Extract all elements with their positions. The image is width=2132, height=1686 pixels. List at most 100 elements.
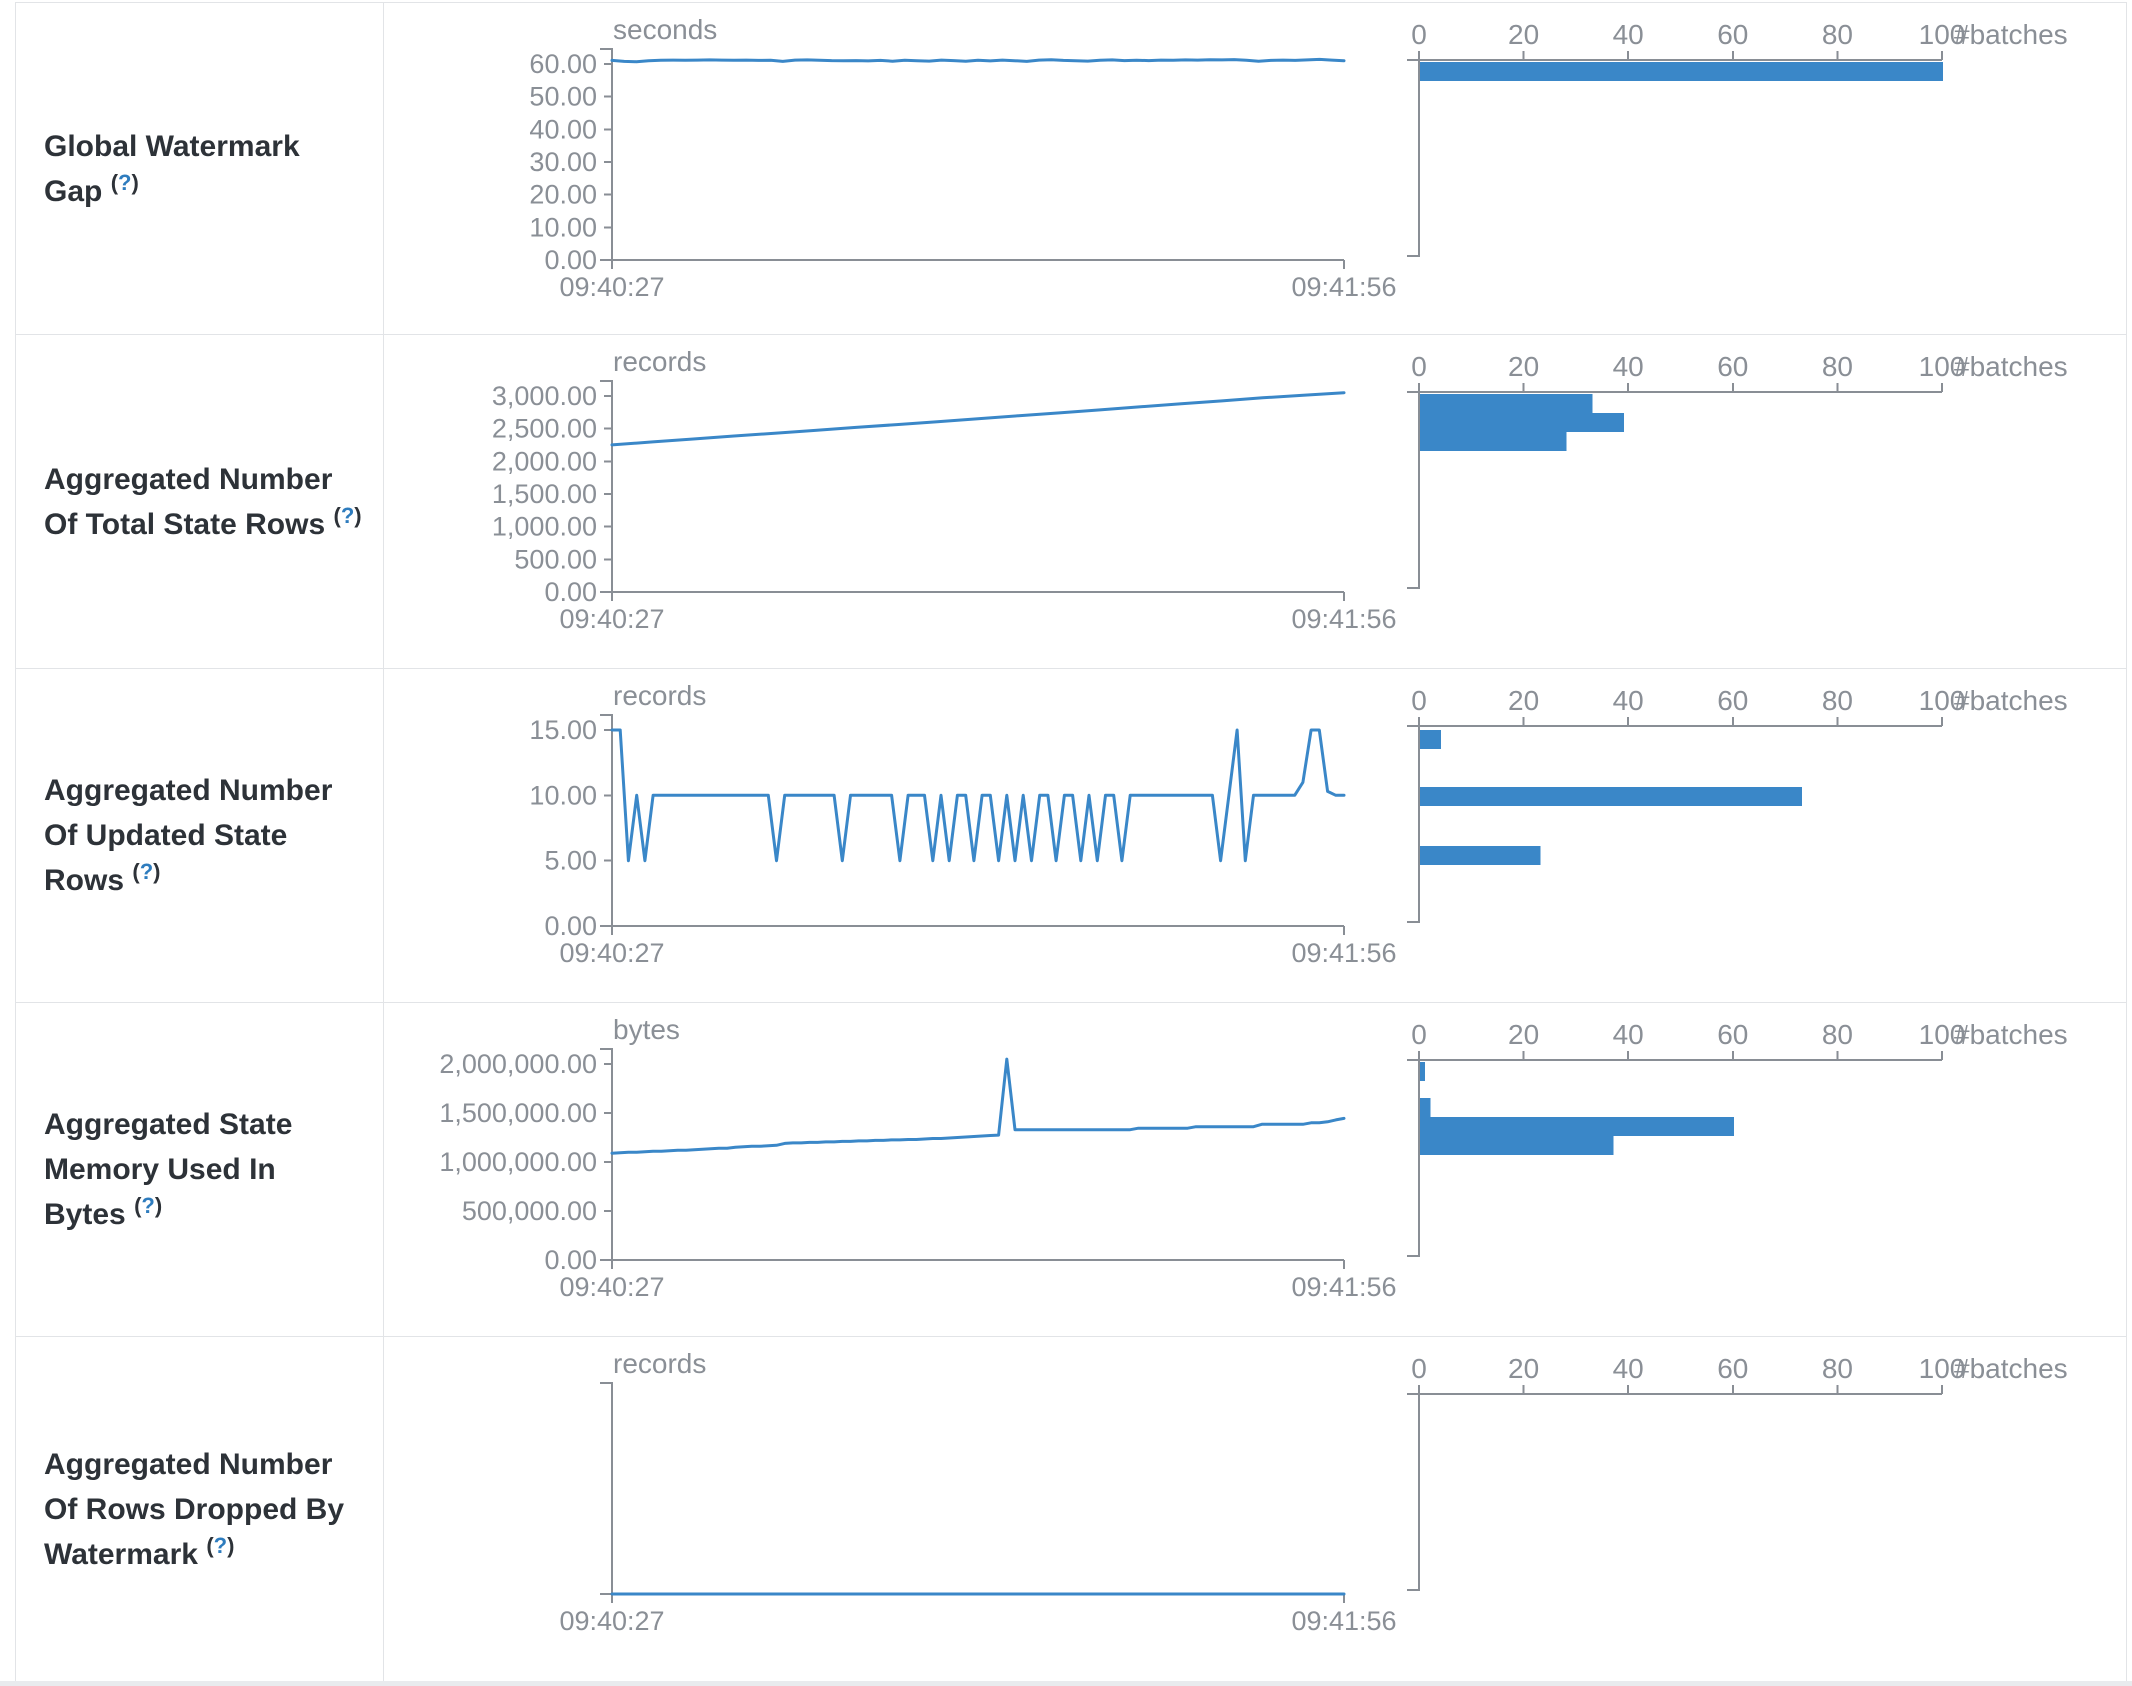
- histogram-tick-label: 80: [1822, 351, 1853, 382]
- histogram-tick-label: 60: [1717, 1353, 1748, 1384]
- metric-label: Global Watermark Gap (?): [44, 124, 363, 214]
- batches-axis-label: #batches: [1954, 685, 2068, 716]
- histogram-bar: [1420, 1098, 1431, 1117]
- timeline-unit-label: records: [613, 1348, 706, 1379]
- batches-axis-label: #batches: [1954, 351, 2068, 382]
- histogram-tick-label: 60: [1717, 685, 1748, 716]
- histogram-y-axis: [1407, 1394, 1420, 1591]
- histogram-tick-label: 80: [1822, 685, 1853, 716]
- timeline-series-line: [610, 391, 1346, 447]
- help-tooltip-link[interactable]: (?): [333, 502, 362, 528]
- batches-axis-label: #batches: [1954, 1353, 2068, 1384]
- row-global-watermark-gap: Global Watermark Gap (?) seconds 60.00 50.…: [16, 3, 2126, 334]
- histogram-bar: [1420, 1062, 1426, 1081]
- x-axis: [611, 1259, 1345, 1269]
- row-charts-svg: bytes 2,000,000.00 1,500,000.00 1,000,000.0…: [439, 1014, 2067, 1302]
- histogram-bar: [1420, 846, 1541, 865]
- y-tick-label: 60.00: [529, 49, 597, 79]
- histogram-tick-label: 100: [1919, 19, 1966, 50]
- histogram-tick-label: 20: [1508, 19, 1539, 50]
- x-start-label: 09:40:27: [559, 938, 664, 968]
- timeline-series-line: [610, 1057, 1346, 1155]
- row-aggregated-number-of-total-state-rows: Aggregated Number Of Total State Rows (?…: [16, 334, 2126, 668]
- histogram-tick-label: 80: [1822, 1019, 1853, 1050]
- y-tick-label: 2,500.00: [492, 414, 597, 444]
- timeline-series-line: [610, 728, 1346, 863]
- y-tick-label: 0.00: [544, 911, 597, 941]
- histogram-tick-label: 0: [1411, 685, 1427, 716]
- y-tick-label: 15.00: [529, 715, 597, 745]
- x-end-label: 09:41:56: [1291, 1606, 1396, 1636]
- y-tick-label: 2,000.00: [492, 446, 597, 476]
- histogram-y-axis: [1407, 392, 1420, 589]
- y-tick-label: 40.00: [529, 114, 597, 144]
- histogram-bar: [1420, 787, 1802, 806]
- help-question-mark: ?: [141, 1193, 155, 1218]
- histogram-bar: [1420, 1117, 1734, 1136]
- timeline-chart-aggregated-number-of-rows-dropped-by-watermark: records 09:40:27 09:41:56: [559, 1348, 1396, 1636]
- help-question-mark: ?: [213, 1533, 228, 1558]
- timeline-series-line: [610, 57, 1346, 64]
- y-tick-label: 5.00: [544, 846, 597, 876]
- y-tick-label: 30.00: [529, 147, 597, 177]
- metric-label: Aggregated Number Of Total State Rows (?…: [44, 457, 363, 547]
- y-tick-label: 1,000.00: [492, 512, 597, 542]
- histogram-tick-label: 0: [1411, 1353, 1427, 1384]
- help-tooltip-link[interactable]: (?): [134, 1193, 163, 1218]
- timeline-chart-aggregated-number-of-total-state-rows: records 3,000.002,500.002,000.001,500.001…: [492, 346, 1397, 634]
- help-question-mark: ?: [118, 169, 132, 195]
- page-bottom-strip: [0, 1681, 2132, 1686]
- histogram-y-axis: [1407, 60, 1420, 257]
- help-tooltip-link[interactable]: (?): [206, 1533, 235, 1558]
- histogram-tick-label: 40: [1613, 685, 1644, 716]
- x-end-label: 09:41:56: [1291, 938, 1396, 968]
- metric-label: Aggregated Number Of Rows Dropped By Wat…: [44, 1442, 363, 1577]
- y-tick-label: 0.00: [544, 245, 597, 275]
- x-start-label: 09:40:27: [559, 272, 664, 302]
- histogram-tick-label: 40: [1613, 1019, 1644, 1050]
- statistics-table: Global Watermark Gap (?) seconds 60.00 50.…: [15, 2, 2127, 1683]
- metric-label-cell: Aggregated Number Of Total State Rows (?…: [16, 335, 384, 668]
- histogram-tick-label: 0: [1411, 19, 1427, 50]
- metric-label-cell: Global Watermark Gap (?): [16, 3, 384, 334]
- batches-axis-label: #batches: [1954, 19, 2068, 50]
- metric-label-cell: Aggregated State Memory Used In Bytes (?…: [16, 1003, 384, 1336]
- timeline-unit-label: bytes: [613, 1014, 680, 1045]
- histogram-tick-label: 0: [1411, 1019, 1427, 1050]
- histogram-tick-label: 40: [1613, 19, 1644, 50]
- metric-label-cell: Aggregated Number Of Updated State Rows …: [16, 669, 384, 1002]
- histogram-tick-label: 20: [1508, 351, 1539, 382]
- help-tooltip-link[interactable]: (?): [132, 859, 161, 884]
- y-axis: [600, 48, 613, 261]
- x-start-label: 09:40:27: [559, 604, 664, 634]
- histogram-tick-label: 0: [1411, 351, 1427, 382]
- y-axis: [600, 714, 613, 927]
- histogram-y-axis: [1407, 726, 1420, 923]
- row-aggregated-number-of-updated-state-rows: Aggregated Number Of Updated State Rows …: [16, 668, 2126, 1002]
- histogram-chart-global-watermark-gap: 0 20 40 60 80 100#batches: [1407, 19, 2068, 257]
- y-tick-label: 1,000,000.00: [439, 1147, 597, 1177]
- y-tick-label: 10.00: [529, 780, 597, 810]
- histogram-bar: [1420, 1136, 1614, 1155]
- histogram-tick-label: 100: [1919, 1353, 1966, 1384]
- x-end-label: 09:41:56: [1291, 604, 1396, 634]
- histogram-bar: [1420, 62, 1943, 81]
- histogram-bar: [1420, 413, 1624, 432]
- metric-name: Aggregated State Memory Used In Bytes: [44, 1108, 293, 1231]
- y-tick-label: 1,500.00: [492, 479, 597, 509]
- help-tooltip-link[interactable]: (?): [110, 169, 139, 195]
- histogram-tick-label: 60: [1717, 19, 1748, 50]
- metric-label-cell: Aggregated Number Of Rows Dropped By Wat…: [16, 1337, 384, 1682]
- metric-name: Aggregated Number Of Updated State Rows: [44, 774, 333, 897]
- histogram-tick-label: 60: [1717, 1019, 1748, 1050]
- y-axis: [600, 1048, 613, 1261]
- metric-name: Aggregated Number Of Rows Dropped By Wat…: [44, 1448, 345, 1571]
- histogram-bar: [1420, 730, 1441, 749]
- y-axis: [600, 1382, 613, 1595]
- help-question-mark: ?: [340, 502, 355, 528]
- histogram-tick-label: 100: [1919, 685, 1966, 716]
- timeline-unit-label: records: [613, 346, 706, 377]
- histogram-tick-label: 20: [1508, 1019, 1539, 1050]
- histogram-tick-label: 100: [1919, 1019, 1966, 1050]
- metric-name: Global Watermark Gap: [44, 129, 300, 208]
